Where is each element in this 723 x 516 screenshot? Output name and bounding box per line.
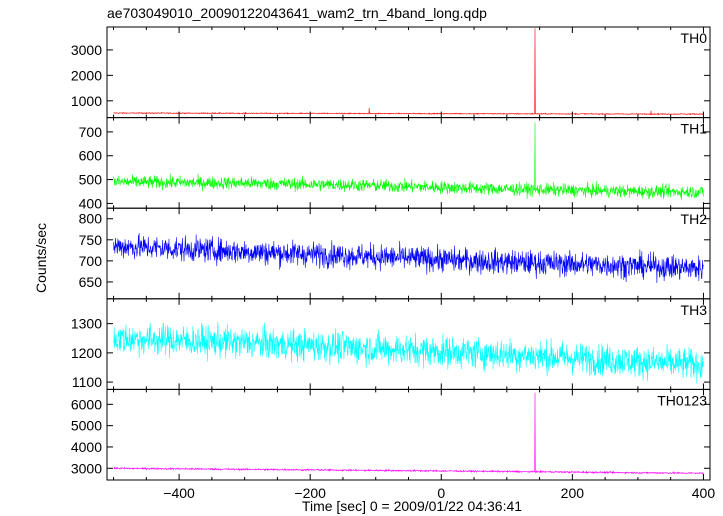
y-tick-label: 5000: [71, 418, 102, 434]
panel-th2: 650 700 750 800 TH2: [79, 207, 711, 300]
y-tick-label: 1100: [72, 374, 102, 390]
y-tick-label: 700: [79, 124, 103, 140]
y-tick-label: 1200: [71, 345, 102, 361]
y-tick-label: 3000: [71, 460, 102, 476]
panel-th1: 400 500 600 700 TH1: [79, 117, 711, 211]
y-tick-label: 2000: [71, 67, 102, 83]
y-tick-label: 700: [79, 253, 103, 269]
series-line-th0123: [113, 392, 704, 475]
x-tick-label: −400: [163, 485, 195, 501]
y-tick-label: 6000: [71, 396, 102, 412]
band-label-th1: TH1: [681, 121, 708, 137]
series-line-th0: [113, 28, 704, 116]
x-tick-label: 0: [437, 485, 445, 501]
x-axis-label: Time [sec] 0 = 2009/01/22 04:36:41: [302, 498, 522, 514]
y-tick-label: 1300: [71, 316, 102, 332]
y-tick-label: 800: [79, 211, 103, 227]
panel-th3: 1100 1200 1300 TH3: [71, 298, 711, 390]
y-tick-label: 3000: [71, 42, 102, 58]
panel-frame: [106, 117, 711, 209]
y-tick-label: 750: [79, 232, 103, 248]
y-tick-label: 4000: [71, 439, 102, 455]
y-tick-label: 500: [79, 172, 103, 188]
x-tick-labels: −400 −200 0 200 400: [163, 485, 715, 501]
y-axis-label: Counts/sec: [33, 223, 49, 293]
x-tick-label: 200: [561, 485, 585, 501]
series-line-th1: [113, 122, 704, 201]
y-tick-label: 650: [79, 274, 103, 290]
x-tick-label: −200: [294, 485, 326, 501]
y-tick-label: 1000: [71, 93, 102, 109]
panel-th0: 1000 2000 3000 TH0: [71, 26, 711, 119]
x-tick-label: 400: [692, 485, 716, 501]
series-line-th3: [113, 322, 704, 384]
panel-frame: [106, 388, 711, 481]
panel-th0123: 3000 4000 5000 6000 TH0123: [71, 388, 711, 481]
band-label-th3: TH3: [681, 302, 708, 318]
band-label-th2: TH2: [681, 211, 708, 227]
band-label-th0123: TH0123: [657, 392, 707, 408]
panel-frame: [106, 207, 711, 300]
series-line-th2: [113, 232, 704, 284]
band-label-th0: TH0: [681, 30, 708, 46]
chart-title: ae703049010_20090122043641_wam2_trn_4ban…: [107, 5, 487, 21]
panels-group: 1000 2000 3000 TH0 400 500 600 700 TH1 650 700 750 8…: [71, 26, 711, 481]
panel-frame: [106, 26, 711, 119]
y-tick-label: 600: [79, 148, 103, 164]
y-tick-label: 400: [79, 195, 103, 211]
